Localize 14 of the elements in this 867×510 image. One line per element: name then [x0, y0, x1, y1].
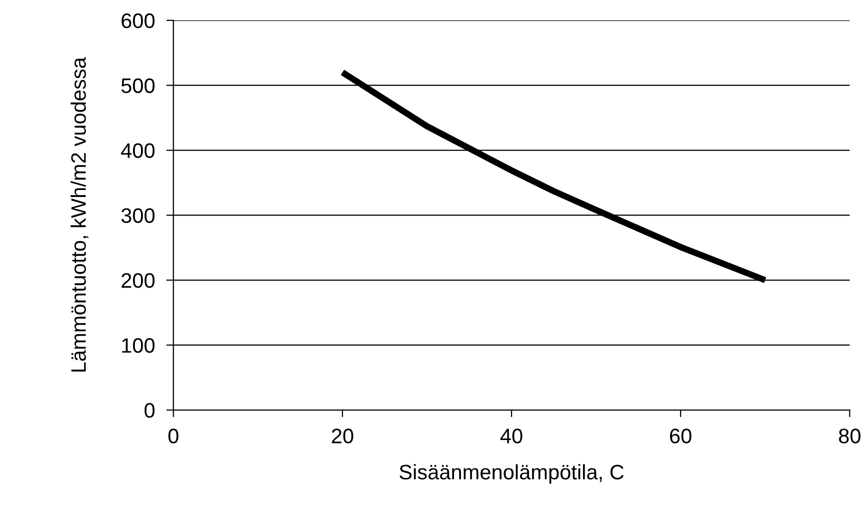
y-axis-title: Lämmöntuotto, kWh/m2 vuodessa [70, 57, 88, 372]
y-tick-label: 400 [121, 143, 155, 158]
x-tick-label: 40 [500, 428, 522, 444]
x-tick-label: 80 [838, 428, 860, 444]
x-axis-title: Sisäänmenolämpötila, C [400, 464, 624, 484]
x-tick-label: 20 [332, 428, 354, 444]
y-tick-label: 100 [122, 338, 155, 353]
y-tick-label: 0 [144, 403, 155, 418]
y-tick-label: 500 [121, 78, 155, 94]
y-tick-label: 200 [122, 273, 155, 288]
y-tick-label: 600 [122, 13, 155, 28]
y-tick-label: 300 [121, 208, 155, 223]
x-tick-label: 60 [670, 428, 692, 444]
x-tick-label: 0 [168, 428, 178, 444]
